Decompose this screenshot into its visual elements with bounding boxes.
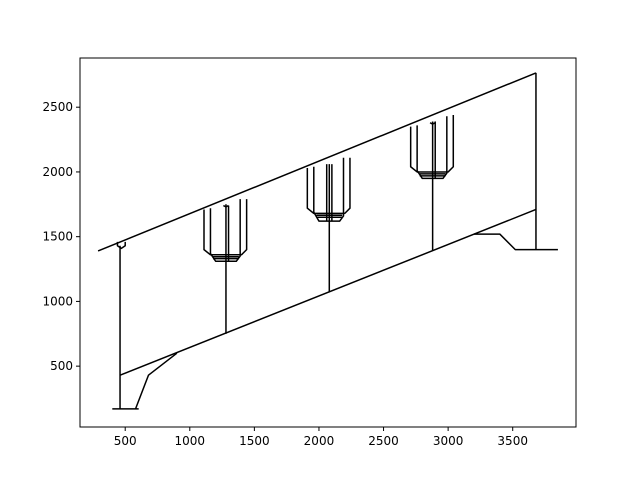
data-lines bbox=[97, 72, 558, 410]
series-line-basket-1-outer bbox=[203, 199, 248, 256]
x-tick-label: 3000 bbox=[433, 434, 464, 448]
x-tick-label: 1000 bbox=[175, 434, 206, 448]
x-tick-label: 3500 bbox=[497, 434, 528, 448]
series-line-basket-2-inner bbox=[313, 157, 345, 222]
series-line-basket-3-outer bbox=[409, 114, 455, 173]
series-line-basket-3-inner bbox=[416, 116, 448, 180]
series-line-hook-4 bbox=[429, 122, 436, 125]
x-tick-label: 2000 bbox=[304, 434, 335, 448]
x-tick-label: 1500 bbox=[239, 434, 270, 448]
x-axis: 500 1000 1500 2000 2500 3000 3500 bbox=[114, 427, 528, 448]
series-line-hook-1 bbox=[116, 241, 126, 250]
series-line-bottom-chord bbox=[119, 208, 537, 376]
series-line-top-chord bbox=[97, 72, 537, 252]
series-line-left-ground bbox=[112, 352, 178, 410]
y-axis: 500 1000 1500 2000 2500 bbox=[42, 100, 80, 373]
y-tick-label: 500 bbox=[50, 359, 73, 373]
y-tick-label: 2500 bbox=[42, 100, 73, 114]
series-line-basket-2-outer bbox=[306, 157, 351, 215]
y-tick-label: 2000 bbox=[42, 165, 73, 179]
x-tick-label: 500 bbox=[114, 434, 137, 448]
series-line-hook-2 bbox=[223, 204, 229, 208]
y-tick-label: 1500 bbox=[42, 230, 73, 244]
series-line-basket-1-inner bbox=[209, 199, 241, 263]
axes-frame bbox=[79, 57, 577, 428]
x-tick-label: 2500 bbox=[368, 434, 399, 448]
y-tick-label: 1000 bbox=[42, 294, 73, 308]
